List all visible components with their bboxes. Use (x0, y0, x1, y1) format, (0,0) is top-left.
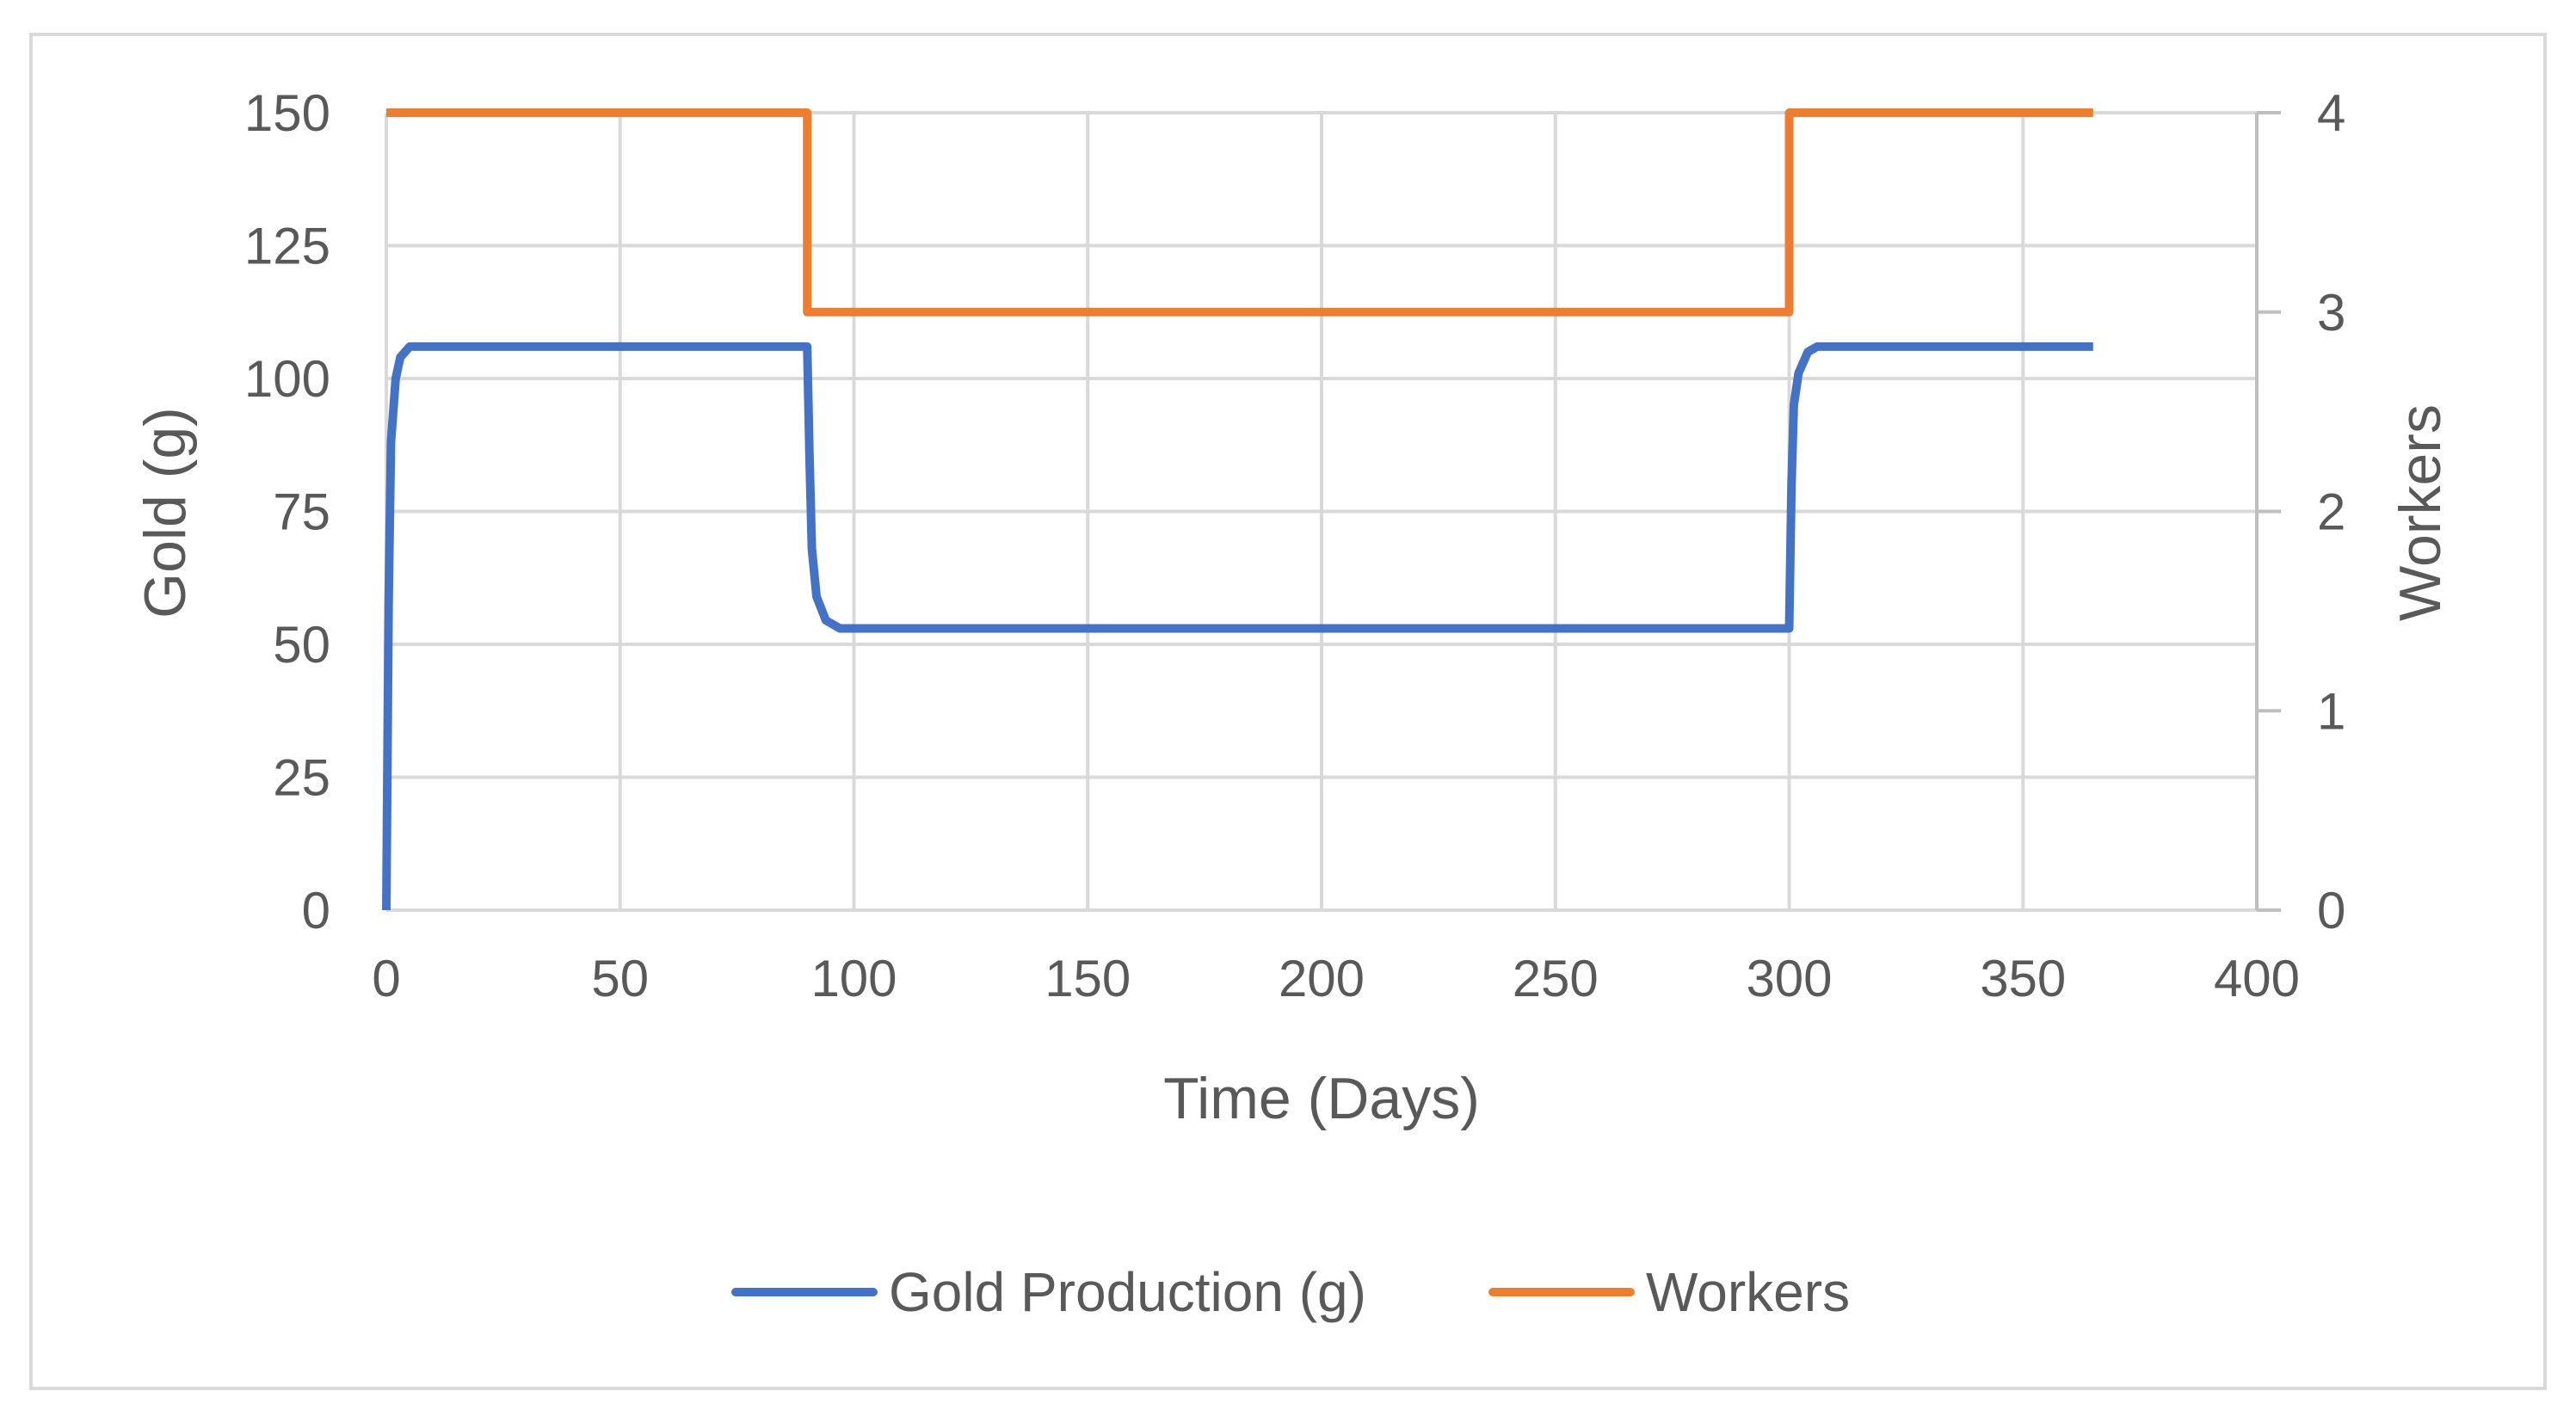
legend-label-workers: Workers (1646, 1261, 1850, 1323)
y-tick-label: 50 (273, 616, 330, 674)
y-tick-label: 75 (273, 483, 330, 541)
x-axis-title: Time (Days) (1163, 1066, 1480, 1131)
x-tick-label: 250 (1513, 950, 1599, 1007)
y2-tick-label: 2 (2317, 483, 2345, 541)
y-tick-label: 25 (273, 749, 330, 807)
x-tick-label: 350 (1980, 950, 2066, 1007)
legend: Gold Production (g) Workers (731, 1261, 1850, 1323)
y-tick-label: 125 (244, 218, 330, 275)
y2-tick-label: 1 (2317, 682, 2345, 740)
y-axis-title: Gold (g) (132, 407, 198, 619)
legend-label-gold: Gold Production (g) (889, 1261, 1366, 1323)
x-tick-label: 100 (810, 950, 897, 1007)
series-lines (382, 108, 2093, 911)
y2-axis-title: Workers (2388, 404, 2453, 621)
x-tick-label: 300 (1746, 950, 1832, 1007)
series-line-workers (386, 108, 2093, 317)
x-tick-label: 0 (372, 950, 400, 1007)
y-tick-label: 100 (244, 350, 330, 408)
tick-labels: 0 50 100 150 200 250 300 350 400 0 25 50 75 100 125 150… (244, 84, 2345, 1007)
chart-frame (29, 33, 2547, 1390)
x-tick-label: 150 (1045, 950, 1131, 1007)
x-tick-label: 200 (1279, 950, 1365, 1007)
y2-tick-label: 3 (2317, 284, 2345, 342)
y-tick-label: 150 (244, 84, 330, 142)
y2-tick-label: 4 (2317, 84, 2345, 142)
y2-tick-label: 0 (2317, 882, 2345, 939)
series-line-gold-production-g (382, 342, 2093, 911)
y-tick-label: 0 (302, 882, 330, 939)
x-tick-label: 50 (591, 950, 649, 1007)
x-tick-label: 400 (2214, 950, 2300, 1007)
gridlines (386, 111, 2257, 910)
